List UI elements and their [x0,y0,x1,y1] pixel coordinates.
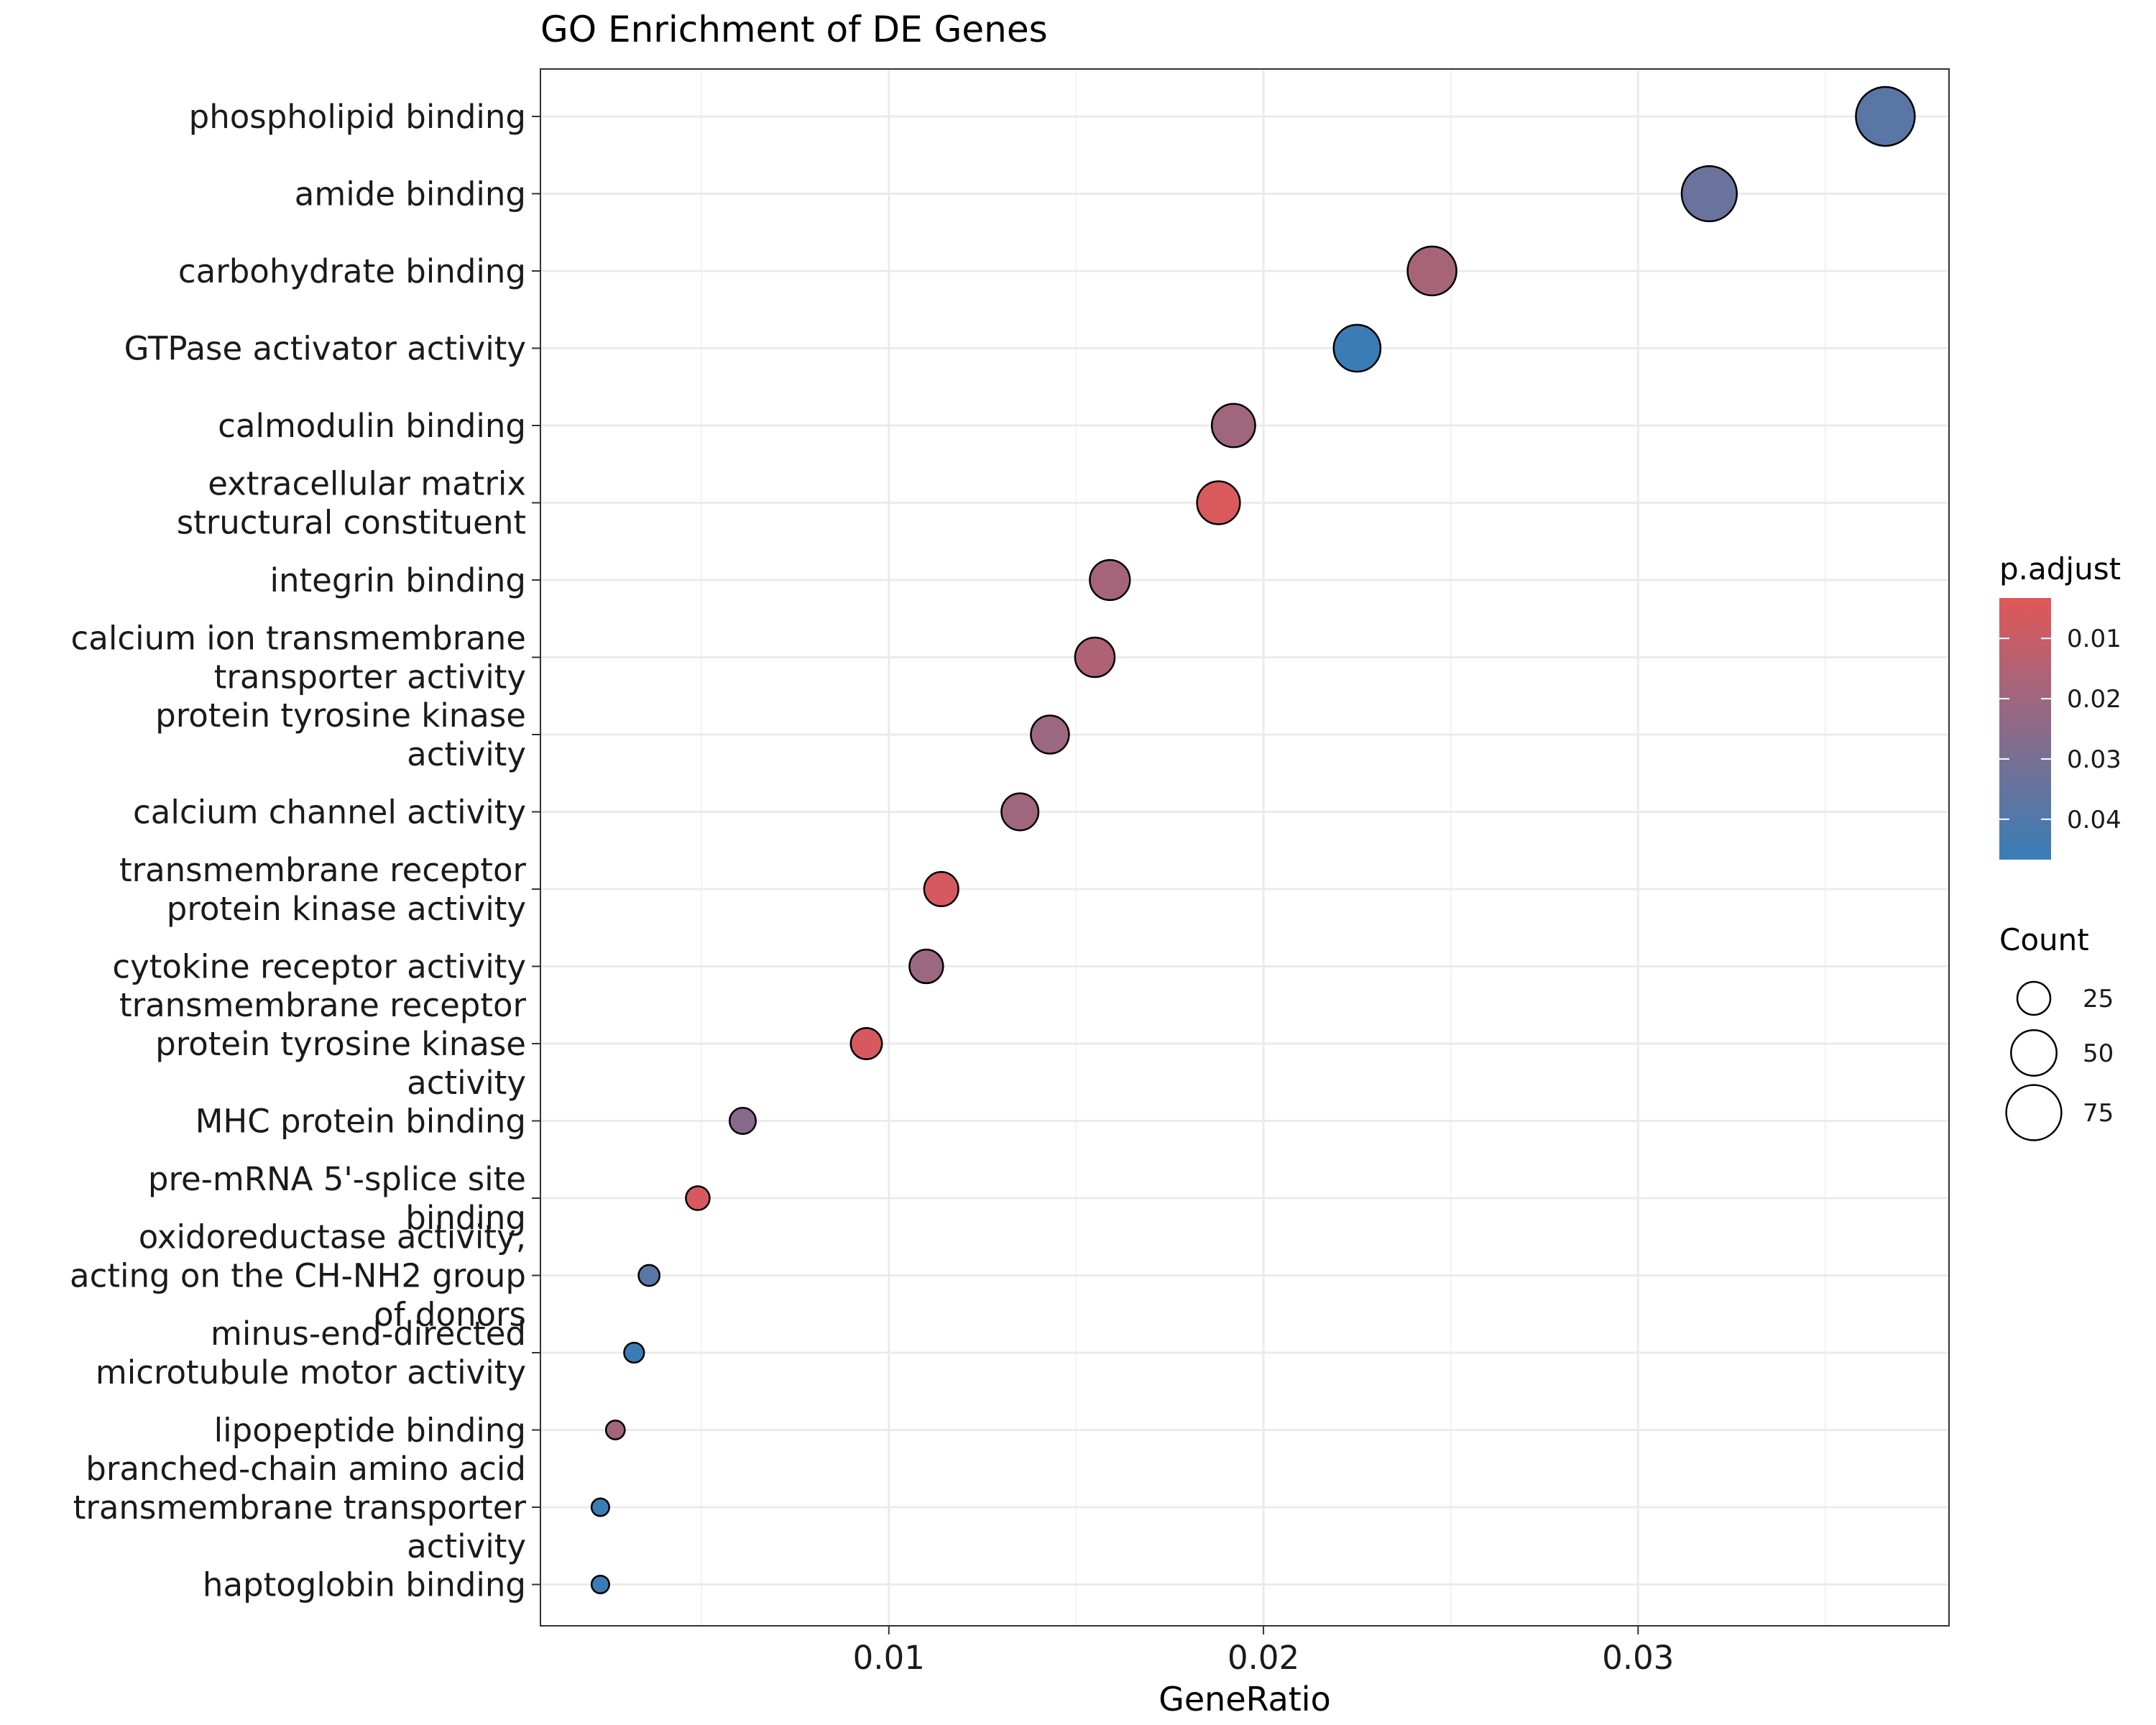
y-tick-label: oxidoreductase activity, acting on the CH… [70,1218,526,1334]
count-legend-label: 75 [2083,1099,2114,1128]
data-point [849,1027,883,1060]
count-legend-key [2010,1029,2058,1077]
data-point [623,1341,645,1364]
data-point [923,870,959,908]
x-axis-label: GeneRatio [1158,1680,1331,1719]
data-point [1855,86,1916,147]
y-tick-label: amide binding [295,175,526,213]
p-adjust-legend: p.adjust 0.01 0.02 0.03 0.04 [1999,551,2122,860]
p-adjust-legend-title: p.adjust [1999,551,2121,586]
colorbar-tick-label: 0.02 [2067,685,2122,714]
data-point [1680,165,1738,223]
colorbar-tick-label: 0.03 [2067,745,2122,774]
y-tick-label: calcium ion transmembrane transporter act… [71,620,526,696]
colorbar-tick-label: 0.01 [2067,625,2122,653]
data-point [604,1420,626,1440]
data-point [1196,480,1241,525]
data-point [1000,792,1040,832]
data-point [637,1264,661,1287]
count-legend-label: 25 [2083,985,2114,1013]
x-tick-label: 0.03 [1602,1639,1674,1677]
data-point [1030,714,1070,755]
plot-panel [540,69,1949,1626]
y-tick-label: lipopeptide binding [214,1412,526,1450]
y-tick-label: phospholipid binding [189,98,526,136]
y-tick-label: protein tyrosine kinase activity [155,696,526,773]
count-legend-key [2005,1084,2063,1141]
grid-lines [540,69,1949,1626]
data-point [590,1574,610,1595]
y-tick-label: integrin binding [270,561,526,599]
p-adjust-colorbar [1999,598,2051,860]
data-point [1332,323,1382,373]
colorbar-tick-label: 0.04 [2067,806,2122,834]
y-tick-label: GTPase activator activity [124,330,526,368]
data-point [590,1497,610,1517]
y-tick-label: pre-mRNA 5'-splice site binding [148,1160,526,1237]
data-points [590,86,1916,1595]
data-point [1089,558,1131,602]
x-tick-label: 0.01 [853,1639,925,1677]
y-tick-label: cytokine receptor activity [112,948,526,986]
y-tick-label: extracellular matrix structural constitue… [177,465,526,542]
y-tick-label: carbohydrate binding [178,252,526,290]
count-legend-title: Count [1999,922,2089,957]
plot-border [540,68,1950,1627]
count-legend-label: 50 [2083,1039,2114,1068]
y-tick-label: calmodulin binding [218,407,526,445]
y-tick-label: haptoglobin binding [203,1566,526,1604]
y-axis: phospholipid binding amide binding carbohy… [70,98,540,1604]
count-legend: Count 25 50 75 [1999,922,2114,1141]
y-tick-label: calcium channel activity [133,794,526,832]
y-tick-label: minus-end-directed microtubule motor acti… [96,1315,526,1392]
data-point [908,948,944,985]
count-legend-key [2016,980,2052,1016]
data-point [1074,636,1116,678]
y-tick-label: transmembrane receptor protein kinase act… [119,851,527,928]
data-point [1210,402,1256,448]
data-point [728,1106,757,1136]
y-tick-label: branched-chain amino acid transmembrane t… [73,1450,527,1565]
chart-title: GO Enrichment of DE Genes [540,9,1048,50]
data-point [1406,245,1457,297]
data-point [685,1185,711,1211]
x-axis: 0.01 0.02 0.03 [853,1626,1674,1677]
y-tick-label: transmembrane receptor protein tyrosine k… [119,986,527,1102]
x-tick-label: 0.02 [1227,1639,1299,1677]
y-tick-label: MHC protein binding [195,1103,526,1141]
